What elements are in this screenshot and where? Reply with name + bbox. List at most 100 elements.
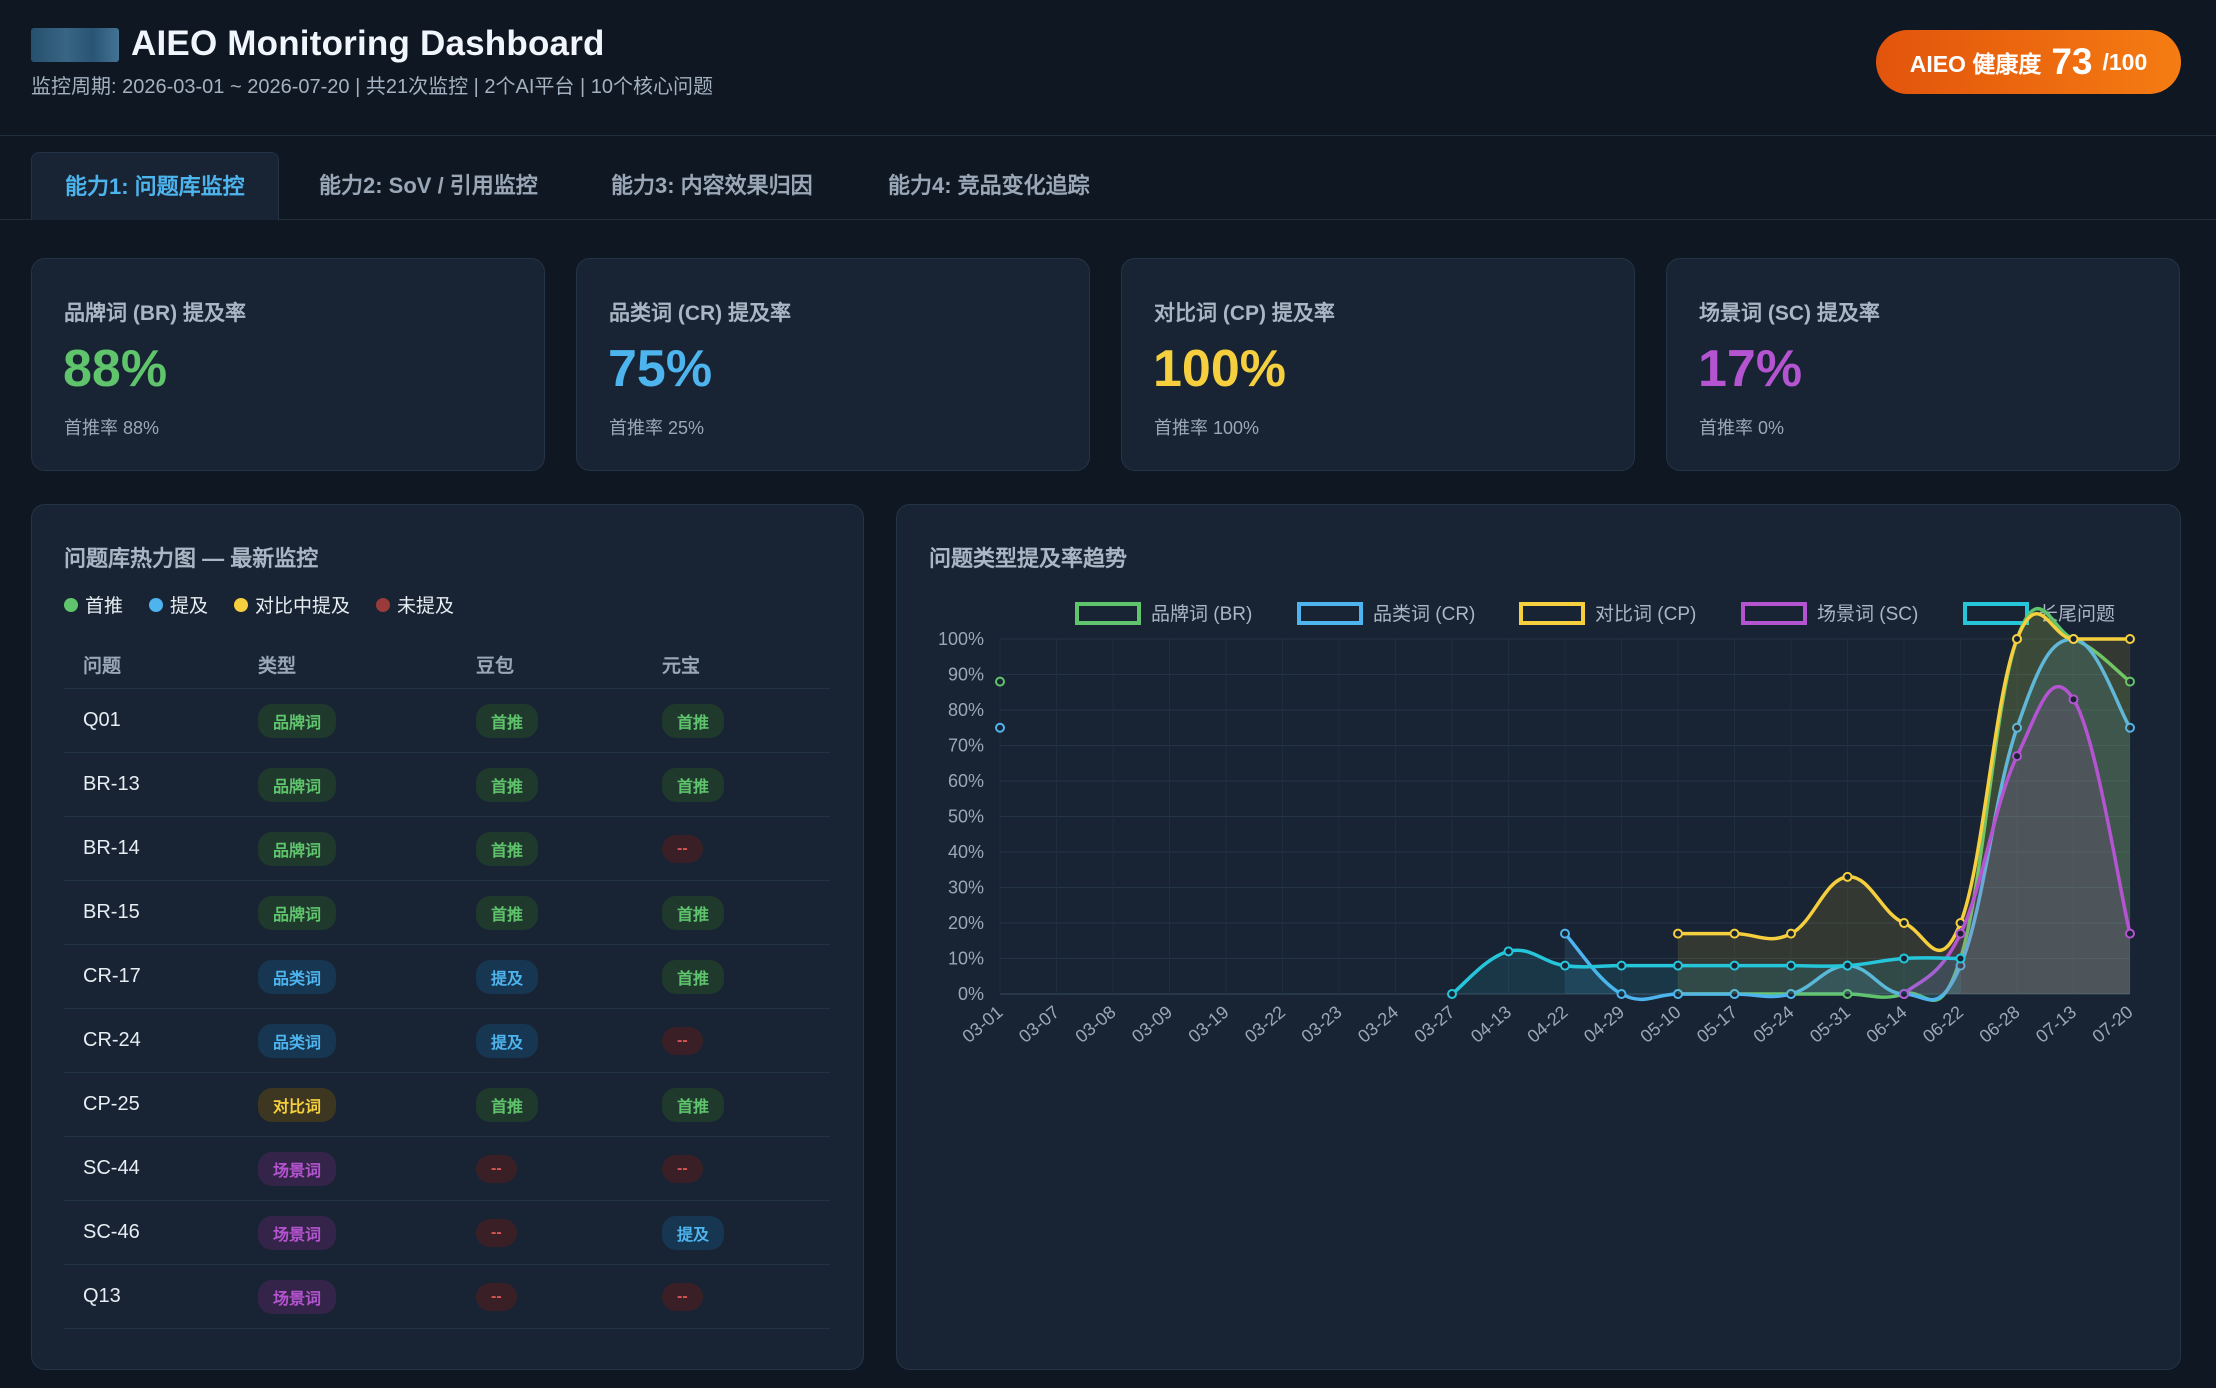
kpi-card-cr: 品类词 (CR) 提及率 75% 首推率 25% [576,258,1090,471]
data-point [1673,989,1683,999]
kpi-card-br: 品牌词 (BR) 提及率 88% 首推率 88% [31,258,545,471]
data-point [2012,722,2022,733]
series-area [1678,608,2130,1001]
page-title: AIEO Monitoring Dashboard [131,24,605,63]
trend-panel: 问题类型提及率趋势 0% 10% 20% 30% 40% 50% 60% 70% 80% 90% 1… [896,504,2181,1370]
question-id: CP-25 [83,1093,140,1115]
legend-item-compare: 对比中提及 [234,591,350,618]
y-tick-label: 60% [948,771,984,791]
doubao-status-badge: -- [476,1282,517,1311]
data-point [2125,634,2135,644]
table-row: BR-14 品牌词 首推 -- [64,817,830,881]
health-max: /100 [2102,48,2148,75]
doubao-status-badge: 首推 [476,895,539,930]
legend-item-top: 首推 [64,591,123,618]
question-id: CR-24 [83,1029,141,1051]
dot-icon [234,597,249,612]
y-tick-label: 50% [948,807,984,827]
doubao-status-badge: -- [476,1218,517,1247]
legend-item-none: 未提及 [376,591,454,618]
table-row: BR-15 品牌词 首推 首推 [64,881,830,945]
data-point [1899,953,1909,964]
heatmap-panel: 问题库热力图 — 最新监控 首推 提及 对比中提及 未提及 问题 类型 豆包 元… [31,504,864,1370]
legend-label: 场景词 (SC) [1817,603,1918,625]
doubao-status-badge: 首推 [476,1087,539,1122]
data-point [1842,989,1853,999]
question-id: SC-46 [83,1221,140,1243]
legend-swatch [1963,602,2029,625]
series-line [1563,637,2132,1002]
data-point [1729,960,1740,971]
col-type: 类型 [258,656,297,677]
tab-capability-3[interactable]: 能力3: 内容效果归因 [611,173,813,198]
tab-capability-2[interactable]: 能力2: SoV / 引用监控 [319,173,538,198]
x-tick-label: 03-22 [1241,1002,1289,1047]
legend-label: 未提及 [397,596,455,617]
yuanbao-status-badge: 提及 [662,1215,725,1250]
heatmap-legend: 首推 提及 对比中提及 未提及 [64,591,454,618]
data-point [1673,928,1683,939]
doubao-status-badge: 首推 [476,767,539,802]
health-label: AIEO 健康度 [1909,51,2042,77]
col-doubao: 豆包 [476,656,515,677]
data-point [2012,751,2022,762]
x-tick-label: 03-09 [1128,1002,1176,1047]
legend-label: 长尾问题 [2039,603,2115,625]
yuanbao-status-badge: 首推 [662,895,725,930]
kpi-label: 对比词 (CP) 提及率 [1154,302,1335,325]
table-row: CR-17 品类词 提及 首推 [64,945,830,1009]
y-tick-label: 30% [948,878,984,898]
data-point [995,722,1005,733]
data-point [1560,960,1570,971]
question-id: SC-44 [83,1157,140,1179]
data-point [1955,953,1966,964]
kpi-card-cp: 对比词 (CP) 提及率 100% 首推率 100% [1121,258,1635,471]
table-header: 问题 类型 豆包 元宝 [64,641,830,689]
legend-label: 品类词 (CR) [1373,603,1475,625]
type-badge: 品牌词 [258,703,337,738]
yuanbao-status-badge: -- [662,1154,703,1183]
table-row: SC-44 场景词 -- -- [64,1137,830,1201]
trend-chart: 0%10%20%30%40%50%60%70%80%90%100%03-01 03… [938,602,2137,1047]
health-value: 73 [2051,41,2093,82]
data-point [995,676,1005,687]
dot-icon [149,597,164,612]
legend-swatch [1741,602,1807,625]
legend-swatch [1297,602,1363,625]
type-badge: 场景词 [258,1151,337,1186]
type-badge: 场景词 [258,1215,337,1250]
legend-label: 首推 [85,596,124,617]
question-id: BR-15 [83,901,140,923]
y-tick-label: 20% [948,913,984,933]
page-header: AIEO Monitoring Dashboard 监控周期: 2026-03-… [0,0,2216,136]
series-line [1677,612,2130,953]
dot-icon [376,597,391,612]
yuanbao-status-badge: 首推 [662,703,725,738]
x-tick-label: 04-13 [1467,1002,1515,1047]
doubao-status-badge: 首推 [476,831,539,866]
tab-capability-4[interactable]: 能力4: 竞品变化追踪 [888,173,1090,198]
health-score-badge: AIEO 健康度 73 /100 [1876,30,2181,94]
tab-bar: 能力1: 问题库监控 能力2: SoV / 引用监控 能力3: 内容效果归因 能… [0,152,2216,220]
x-tick-label: 07-20 [2088,1002,2136,1047]
series-area [1452,950,1961,994]
kpi-sub: 首推率 100% [1154,418,1260,438]
series-area [1565,639,2130,1000]
x-tick-label: 04-22 [1523,1002,1571,1047]
doubao-status-badge: -- [476,1154,517,1183]
yuanbao-status-badge: 首推 [662,1087,725,1122]
table-row: SC-46 场景词 -- 提及 [64,1201,830,1265]
x-tick-label: 05-17 [1693,1002,1741,1047]
x-tick-label: 05-24 [1749,1002,1797,1047]
col-yuanbao: 元宝 [662,656,701,677]
tab-capability-1[interactable]: 能力1: 问题库监控 [31,152,279,220]
y-tick-label: 70% [948,736,984,756]
y-tick-label: 0% [958,984,984,1004]
series-area [1678,613,2130,994]
data-point [2125,928,2135,939]
type-badge: 品牌词 [258,831,337,866]
y-tick-label: 100% [938,629,984,649]
type-badge: 品类词 [258,959,337,994]
yuanbao-status-badge: 首推 [662,767,725,802]
x-tick-label: 05-10 [1636,1002,1684,1047]
